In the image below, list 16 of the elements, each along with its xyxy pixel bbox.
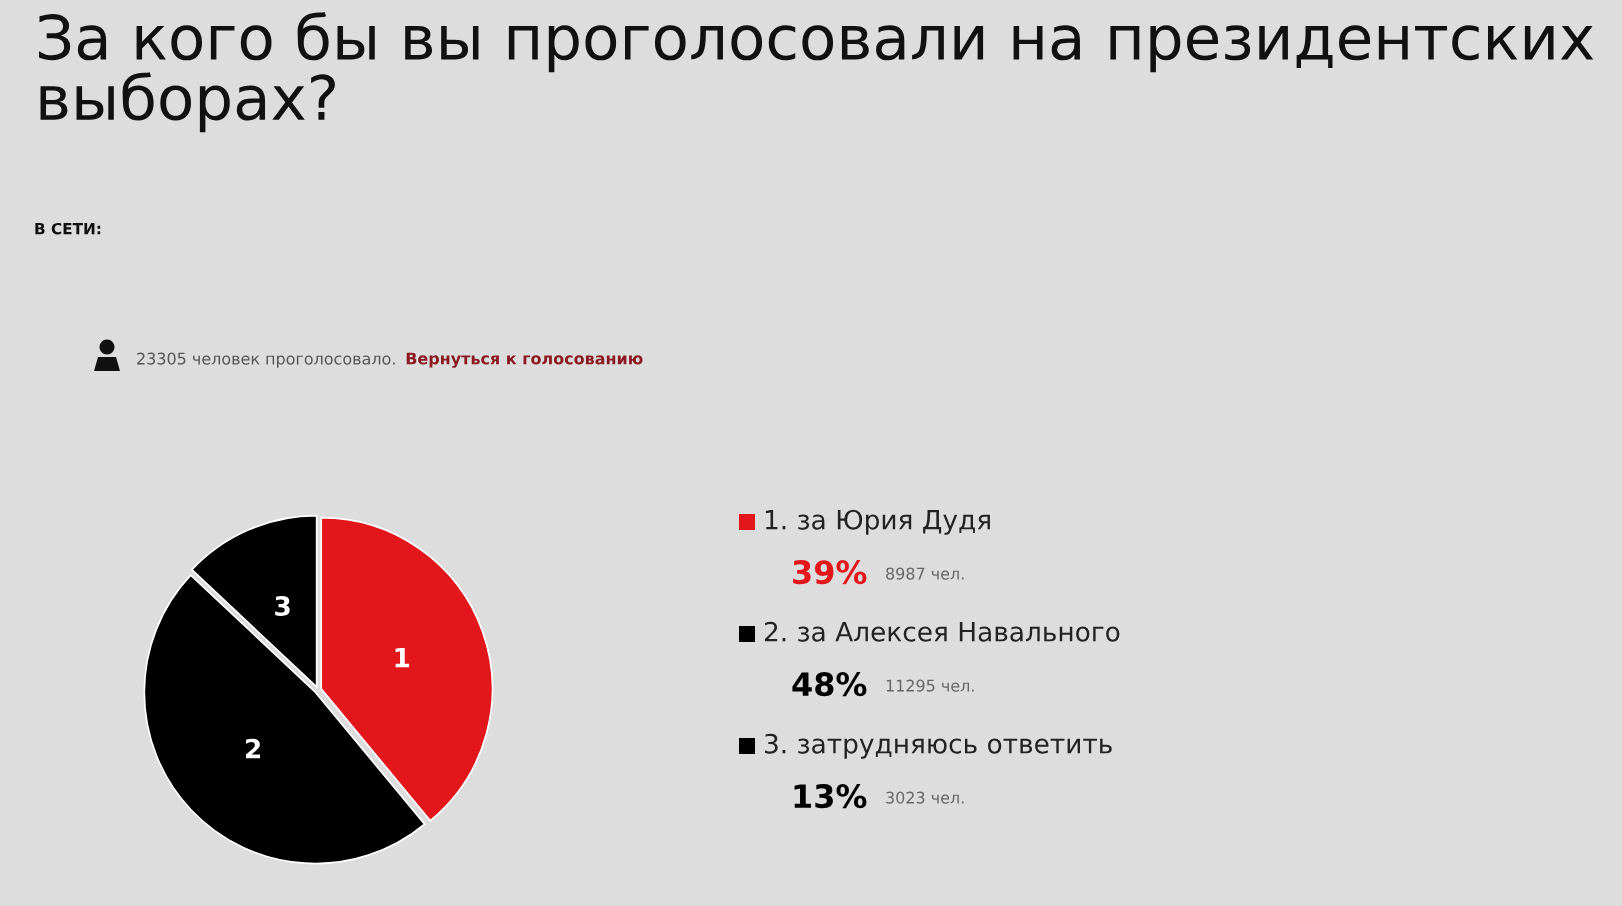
data-label: 48% [792, 672, 867, 697]
data-label: 39% [793, 560, 867, 585]
text: 3023 чел. [886, 791, 964, 804]
text: Вернуться к голосованию [406, 352, 643, 368]
text: 1 [395, 647, 410, 668]
chart-subtitle: В СЕТИ: [35, 222, 101, 235]
text: 11295 чел. [886, 679, 974, 692]
legend-label: 1. за Юрия Дудя [765, 509, 990, 535]
text: 2 [246, 738, 260, 759]
text: 23305 человек проголосовало. [137, 352, 395, 368]
data-label: 13% [794, 784, 867, 809]
chart-title: За кого бы вы проголосовали на президентских выборах? [39, 12, 1594, 133]
text: 8987 чел. [886, 567, 964, 580]
text: 3 [275, 595, 290, 616]
legend-label: 3. затрудняюсь ответить [765, 733, 1112, 759]
legend-label: 2. за Алексея Навального [764, 621, 1120, 642]
